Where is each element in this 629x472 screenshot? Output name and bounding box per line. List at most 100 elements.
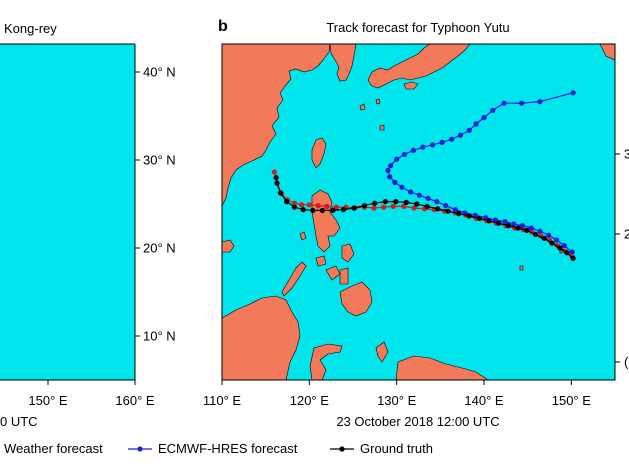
- legend: Weather forecast ECMWF-HRES forecast Groun…: [4, 441, 433, 456]
- weather-forecast-point: [271, 169, 277, 175]
- legend-swatch-marker: [137, 446, 143, 452]
- ecmwf-hres-point: [385, 167, 391, 173]
- ground-truth-point: [351, 205, 357, 211]
- track-ground-truth: [273, 175, 576, 261]
- panel-a-y-tick-label: 10° N: [143, 329, 176, 344]
- land-hokkaido: [599, 44, 615, 61]
- ground-truth-point: [496, 220, 502, 226]
- legend-item: Weather forecast: [4, 441, 103, 456]
- ground-truth-point: [274, 180, 280, 186]
- panel-b-y-tick-label: (: [624, 355, 629, 370]
- panel-a-ticks: 150° E 160° E 40° N 30° N 20° N 10° N: [28, 65, 175, 409]
- ground-truth-point: [570, 255, 576, 261]
- ecmwf-hres-point: [490, 107, 496, 113]
- panel-b-letter: b: [218, 18, 228, 35]
- track-ecmwf-hres: [385, 90, 576, 255]
- land-japan: [367, 44, 471, 89]
- ground-truth-point: [393, 199, 399, 205]
- ground-truth-point: [310, 207, 316, 213]
- ground-truth-point: [361, 203, 367, 209]
- ecmwf-hres-point: [388, 163, 394, 169]
- ground-truth-point: [382, 199, 388, 205]
- legend-label: Weather forecast: [4, 441, 103, 456]
- land-sulawesi: [309, 343, 343, 380]
- ground-truth-point: [403, 199, 409, 205]
- land-islet-4: [519, 265, 524, 271]
- weather-forecast-point: [315, 203, 321, 209]
- panel-a-y-tick-label: 40° N: [143, 65, 176, 80]
- panel-b-ticks: 110° E 120° E 130° E 140° E 150° E 3 2 (: [203, 147, 629, 409]
- legend-item: ECMWF-HRES forecast: [128, 441, 298, 456]
- land-new-guinea: [395, 355, 489, 380]
- ecmwf-hres-line: [387, 92, 574, 253]
- panel-b-x-tick-label: 130° E: [377, 393, 417, 408]
- ground-truth-point: [549, 240, 555, 246]
- land-mindanao: [339, 281, 373, 317]
- weather-forecast-point: [401, 203, 407, 209]
- panel-a-x-tick-label: 160° E: [115, 393, 155, 408]
- weather-forecast-point: [324, 203, 330, 209]
- ground-truth-point: [532, 231, 539, 237]
- ground-truth-point: [445, 208, 451, 214]
- panel-b-frame: [221, 43, 616, 381]
- ground-truth-point: [486, 218, 492, 224]
- land-islet-2: [359, 103, 366, 111]
- ground-truth-point: [541, 235, 547, 241]
- ground-truth-point: [524, 227, 530, 233]
- ecmwf-hres-point: [387, 174, 393, 180]
- weather-forecast-point: [298, 202, 305, 208]
- ecmwf-hres-point: [457, 132, 463, 138]
- panel-b-land: [222, 44, 615, 380]
- legend-swatch-marker: [339, 446, 345, 452]
- ground-truth-point: [564, 250, 570, 256]
- ecmwf-hres-point: [452, 207, 458, 213]
- ecmwf-hres-point: [429, 142, 436, 148]
- ecmwf-hres-point: [443, 203, 449, 209]
- ecmwf-hres-point: [466, 127, 472, 133]
- ground-truth-line: [275, 177, 574, 259]
- ground-truth-point: [456, 211, 462, 217]
- track-layer: [271, 90, 576, 261]
- ecmwf-hres-point: [408, 189, 414, 195]
- ecmwf-hres-point: [416, 192, 422, 198]
- ecmwf-hres-point: [502, 219, 508, 225]
- ground-truth-point: [284, 199, 290, 205]
- ground-truth-point: [505, 223, 512, 229]
- ground-truth-point: [273, 175, 279, 181]
- ground-truth-point: [372, 200, 378, 206]
- panel-a: Kong-rey 150° E 160° E 40° N 30° N 20° N 10° …: [0, 21, 176, 429]
- land-palawan: [281, 261, 307, 297]
- ecmwf-hres-point: [425, 195, 431, 201]
- ecmwf-hres-point: [528, 225, 534, 231]
- ground-truth-point: [414, 201, 420, 207]
- ground-truth-point: [515, 225, 521, 231]
- panel-b-x-tick-label: 120° E: [290, 393, 330, 408]
- weather-forecast-point: [390, 203, 396, 209]
- panel-a-y-tick-label: 30° N: [143, 153, 176, 168]
- weather-forecast-point: [333, 204, 339, 210]
- land-islet-6: [299, 231, 307, 241]
- ecmwf-hres-point: [410, 147, 416, 153]
- ecmwf-hres-point: [434, 199, 440, 205]
- ecmwf-hres-point: [537, 228, 543, 234]
- panel-a-title: Kong-rey: [4, 21, 57, 36]
- land-islet-1: [379, 124, 385, 131]
- ecmwf-hres-point: [399, 184, 405, 190]
- ground-truth-point: [340, 207, 346, 213]
- ecmwf-hres-point: [537, 99, 543, 105]
- weather-forecast-point: [371, 205, 377, 211]
- ground-truth-point: [424, 203, 430, 209]
- panel-a-x-tick-label: 150° E: [28, 393, 68, 408]
- panel-b-x-tick-label: 110° E: [203, 393, 242, 408]
- panel-b-title: Track forecast for Typhoon Yutu: [326, 20, 509, 35]
- ecmwf-hres-point: [511, 221, 517, 227]
- weather-forecast-point: [291, 200, 298, 206]
- ground-truth-point: [319, 207, 325, 213]
- legend-label: Ground truth: [360, 441, 433, 456]
- weather-forecast-point: [306, 202, 312, 208]
- ecmwf-hres-point: [546, 232, 552, 238]
- ecmwf-hres-point: [401, 151, 408, 157]
- land-mindoro: [315, 255, 327, 267]
- ecmwf-hres-point: [473, 121, 479, 127]
